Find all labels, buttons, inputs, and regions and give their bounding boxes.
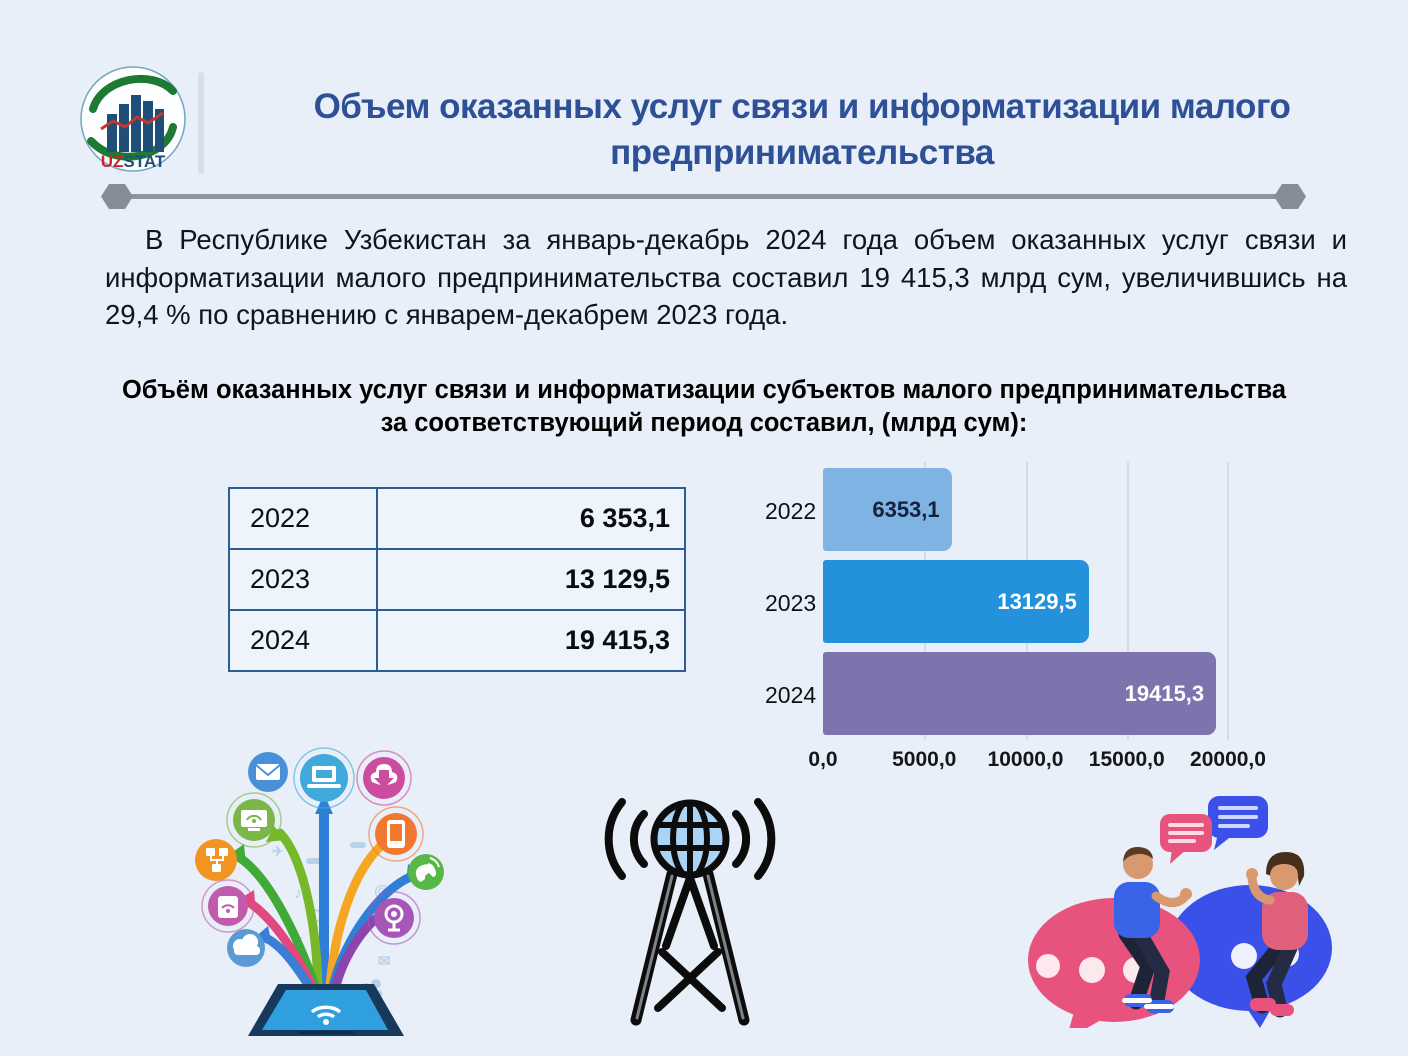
radio-tower-globe-icon	[586, 782, 794, 1032]
chart-category-2022: 2022	[765, 498, 817, 524]
x-tick-20000: 20000,0	[1190, 748, 1266, 771]
small-speech-bubbles	[1160, 796, 1268, 864]
bar-2022: 6353,1	[823, 468, 952, 551]
chart-category-2024: 2024	[765, 682, 817, 708]
bar-2023: 13129,5	[823, 560, 1089, 643]
page-title-line2: предпринимательства	[610, 132, 994, 172]
table-value-2022: 6 353,1	[376, 487, 686, 550]
chart-category-2023: 2023	[765, 590, 817, 616]
table-row: 2022 6 353,1	[228, 487, 686, 550]
gridline-15000	[1126, 462, 1129, 740]
page-title-line1: Объем оказанных услуг связи и информатиз…	[313, 87, 1291, 126]
woman-figure	[1245, 852, 1308, 1018]
x-tick-5000: 5000,0	[892, 748, 957, 771]
rule-hexagon-right	[1274, 184, 1306, 209]
logo-text-uz: UZ	[101, 152, 124, 171]
x-tick-0: 0,0	[808, 748, 838, 771]
radio-tower-icon	[604, 798, 776, 1026]
bar-value-label-2023: 13129,5	[997, 588, 1077, 614]
table-year-2024: 2024	[228, 609, 378, 672]
chat-people-icon	[1028, 796, 1332, 1040]
uzstat-logo: UZSTAT	[78, 64, 188, 174]
table-row: 2024 19 415,3	[228, 609, 686, 672]
table-value-2024: 19 415,3	[376, 609, 686, 672]
bar-value-label-2024: 19415,3	[1124, 680, 1205, 706]
x-tick-10000: 10000,0	[987, 748, 1064, 771]
chart-plot-area: 6353,1 13129,5 19415,3	[823, 462, 1229, 740]
bar-2024: 19415,3	[823, 652, 1217, 735]
rule-hexagon-left	[101, 184, 133, 209]
table-year-2022: 2022	[228, 487, 378, 550]
chart-section-subtitle: Объём оказанных услуг связи и информатиз…	[62, 374, 1346, 439]
subtitle-line1: Объём оказанных услуг связи и информатиз…	[121, 376, 1287, 404]
table-value-2023: 13 129,5	[376, 548, 686, 611]
x-tick-15000: 15000,0	[1088, 748, 1165, 771]
logo-text-stat: STAT	[123, 152, 165, 171]
horizontal-bar-chart: 2022 2023 2024 6353,1 13129,5 19415,3 0,…	[760, 462, 1270, 782]
gridline-20000	[1227, 462, 1229, 740]
digital-services-tree-illustration: ♪ ★ @ ✉ ✈ ☷	[178, 738, 478, 1040]
digital-tree-icon: ♪ ★ @ ✉ ✈ ☷	[195, 747, 444, 1036]
people-on-chat-bubbles-illustration	[1022, 788, 1334, 1040]
uzstat-logo-icon: UZSTAT	[80, 66, 186, 172]
man-figure	[1114, 846, 1192, 1014]
intro-paragraph: В Республике Узбекистан за январь-декабр…	[105, 224, 1347, 331]
subtitle-line2: за соответствующий период составил, (млр…	[380, 408, 1028, 437]
bar-value-label-2022: 6353,1	[872, 496, 940, 522]
svg-text:UZSTAT: UZSTAT	[101, 152, 166, 171]
header-rule-line	[114, 194, 1292, 199]
svg-text:✉: ✉	[378, 953, 391, 970]
year-value-table: 2022 6 353,1 2023 13 129,5 2024 19 415,3	[228, 487, 686, 672]
table-row: 2023 13 129,5	[228, 548, 686, 611]
chart-x-axis: 0,0 5000,0 10000,0 15000,0 20000,0	[808, 748, 1266, 776]
page-title: Объем оказанных услуг связи и информатиз…	[222, 84, 1382, 175]
svg-text:♪: ♪	[294, 885, 302, 902]
svg-text:✈: ✈	[272, 843, 284, 859]
header-divider	[198, 72, 204, 174]
table-year-2023: 2023	[228, 548, 378, 611]
